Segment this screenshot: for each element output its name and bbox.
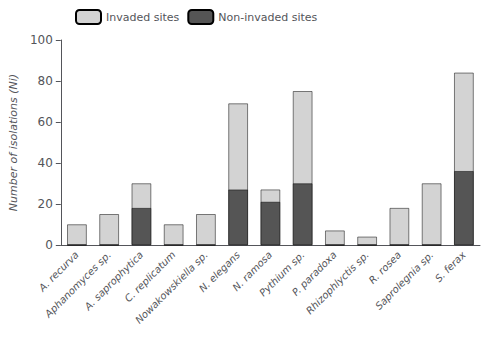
svg-text:Invaded sites: Invaded sites <box>106 11 180 24</box>
svg-text:A. recurva: A. recurva <box>36 249 81 294</box>
svg-text:P. paradoxa: P. paradoxa <box>289 249 339 298</box>
svg-text:S. ferax: S. ferax <box>433 249 468 284</box>
svg-text:N. elegans: N. elegans <box>196 249 242 295</box>
svg-text:0: 0 <box>45 238 53 252</box>
svg-text:C. replicatum: C. replicatum <box>122 249 178 305</box>
svg-text:A. saprophytica: A. saprophytica <box>82 249 146 313</box>
svg-text:Saprolegnia sp.: Saprolegnia sp. <box>373 249 435 311</box>
svg-text:100: 100 <box>30 33 53 47</box>
svg-text:20: 20 <box>38 197 53 211</box>
svg-text:Number of isolations (Ni): Number of isolations (Ni) <box>7 74 20 211</box>
svg-text:60: 60 <box>38 115 53 129</box>
svg-text:N. ramosa: N. ramosa <box>230 249 275 294</box>
svg-text:Aphanomyces sp.: Aphanomyces sp. <box>42 249 114 320</box>
svg-text:40: 40 <box>38 156 53 170</box>
svg-text:Non-invaded sites: Non-invaded sites <box>218 11 317 24</box>
svg-text:Pythium sp.: Pythium sp. <box>257 249 307 299</box>
svg-text:Rhizophlyctis sp.: Rhizophlyctis sp. <box>304 249 371 316</box>
svg-text:80: 80 <box>38 74 53 88</box>
svg-text:Nowakowskiella sp.: Nowakowskiella sp. <box>133 249 210 326</box>
svg-text:R. rosea: R. rosea <box>366 249 404 286</box>
